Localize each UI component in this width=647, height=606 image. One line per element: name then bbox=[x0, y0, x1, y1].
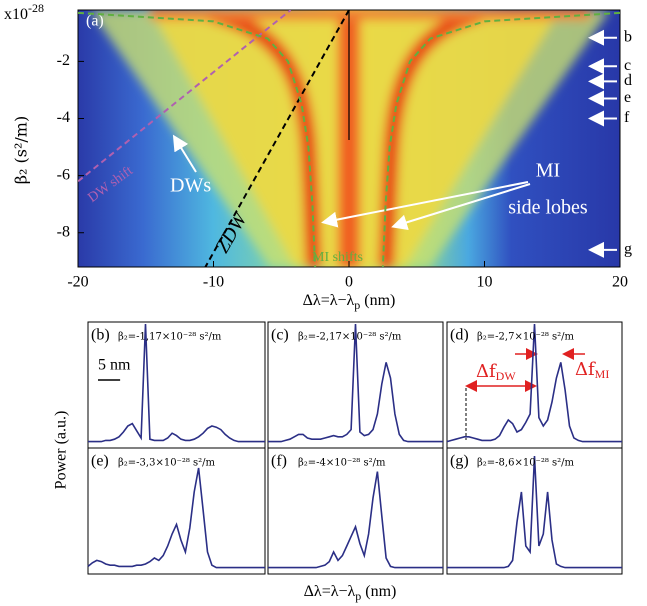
plot-area bbox=[268, 323, 443, 443]
panel-frame bbox=[87, 447, 266, 575]
panel-frame bbox=[267, 447, 444, 575]
annotation-text: Δf bbox=[575, 359, 596, 380]
marker-label: e bbox=[624, 89, 631, 106]
spectra-y-label: Power (a.u.) bbox=[53, 411, 70, 490]
panel-label: (d) bbox=[450, 327, 469, 344]
x-label-unit: (nm) bbox=[360, 292, 395, 309]
marker-label: g bbox=[624, 241, 632, 258]
panel-label: (a) bbox=[86, 13, 104, 30]
panel-parameter: β₂=-1,17×10⁻²⁸ s²/m bbox=[118, 332, 222, 343]
marker-label: c bbox=[624, 57, 631, 74]
plot-area bbox=[268, 471, 443, 569]
line-series bbox=[88, 323, 265, 443]
marker-label: f bbox=[624, 109, 630, 126]
annotation: ΔfMI bbox=[575, 359, 609, 381]
panel-label: (b) bbox=[91, 327, 110, 344]
panel-label: (e) bbox=[91, 453, 109, 470]
annotation: MI shifts bbox=[312, 250, 363, 265]
y-tick-label: -8 bbox=[57, 223, 70, 240]
panel-label: (f) bbox=[271, 453, 287, 470]
annotation-arrows bbox=[172, 134, 531, 231]
panel-parameter: β₂=-4×10⁻²⁸ s²/m bbox=[298, 458, 386, 469]
y-axis-label: β₂ (s²/m) bbox=[12, 116, 31, 184]
annotation: ΔfDW bbox=[476, 361, 516, 383]
y-exponent: -28 bbox=[28, 1, 44, 15]
delta-arrows bbox=[465, 348, 585, 392]
x-label-unit: (nm) bbox=[361, 583, 396, 600]
line-series bbox=[447, 455, 622, 569]
x-label-main: Δλ=λ−λ bbox=[303, 292, 355, 309]
y-multiplier: x10-28 bbox=[4, 1, 44, 23]
y-tick-label: -2 bbox=[57, 52, 70, 69]
plot-area bbox=[87, 467, 265, 569]
line-series bbox=[87, 467, 265, 569]
line-series bbox=[446, 323, 622, 443]
scale-bar-label: 5 nm bbox=[98, 357, 131, 374]
line-series bbox=[268, 471, 443, 569]
plot-area bbox=[78, 10, 620, 267]
x-tick-label: -10 bbox=[203, 274, 224, 291]
line-series bbox=[78, 11, 317, 267]
plot-area bbox=[446, 323, 622, 443]
annotation: side lobes bbox=[508, 197, 588, 219]
x-label-main: Δλ=λ−λ bbox=[304, 583, 356, 600]
plot-area bbox=[447, 455, 622, 569]
annotation: DWs bbox=[170, 175, 211, 197]
x-axis-label: Δλ=λ−λp (nm) bbox=[303, 292, 396, 312]
panel-frame bbox=[446, 447, 623, 575]
x-tick-label: 20 bbox=[612, 274, 628, 291]
x-tick-label: 0 bbox=[345, 274, 353, 291]
marker-label: b bbox=[624, 28, 632, 45]
marker-label: d bbox=[624, 72, 632, 89]
panel-parameter: β₂=-2,7×10⁻²⁸ s²/m bbox=[477, 332, 575, 343]
panel-parameter: β₂=-3,3×10⁻²⁸ s²/m bbox=[118, 458, 216, 469]
panel-parameter: β₂=-8,6×10⁻²⁸ s²/m bbox=[477, 458, 575, 469]
y-tick-label: -6 bbox=[57, 166, 70, 183]
line-series bbox=[78, 10, 292, 183]
annotation-sub: DW bbox=[496, 369, 517, 383]
line-series bbox=[268, 323, 443, 443]
plot-area bbox=[88, 323, 265, 443]
panel-label: (c) bbox=[271, 327, 289, 344]
line-series bbox=[204, 10, 350, 267]
line-series bbox=[381, 11, 620, 267]
spectra-x-label: Δλ=λ−λp (nm) bbox=[304, 583, 397, 603]
panel-label: (g) bbox=[450, 453, 469, 470]
x-label-sub: p bbox=[354, 298, 360, 312]
x-label-sub: p bbox=[355, 589, 361, 603]
y-tick-label: -4 bbox=[57, 109, 70, 126]
annotation: MI bbox=[536, 160, 560, 182]
x-tick-label: 10 bbox=[477, 274, 493, 291]
annotation-sub: MI bbox=[595, 367, 610, 381]
panel-parameter: β₂=-2,17×10⁻²⁸ s²/m bbox=[298, 332, 402, 343]
x-tick-label: -20 bbox=[67, 274, 88, 291]
annotation-text: Δf bbox=[476, 361, 497, 382]
y-multiplier-base: x10 bbox=[4, 6, 28, 23]
